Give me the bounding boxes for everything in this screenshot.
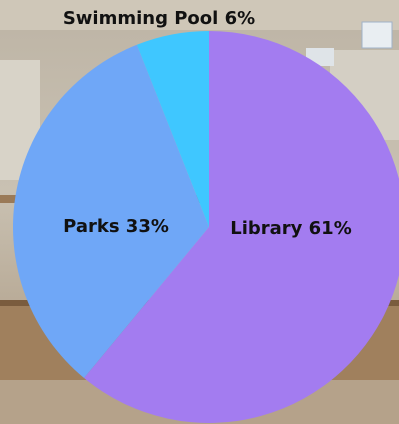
slice-label-library: Library 61% xyxy=(230,218,352,239)
pie-slice-library xyxy=(84,31,399,423)
slice-label-parks: Parks 33% xyxy=(63,216,169,237)
pie-slice-parks xyxy=(12,44,210,379)
pie-slices xyxy=(12,31,399,423)
pie-slice-swimming-pool xyxy=(136,31,209,227)
slice-label-swimming-pool: Swimming Pool 6% xyxy=(63,8,255,29)
pie-labels: Library 61% Parks 33% Swimming Pool 6% xyxy=(63,8,352,239)
